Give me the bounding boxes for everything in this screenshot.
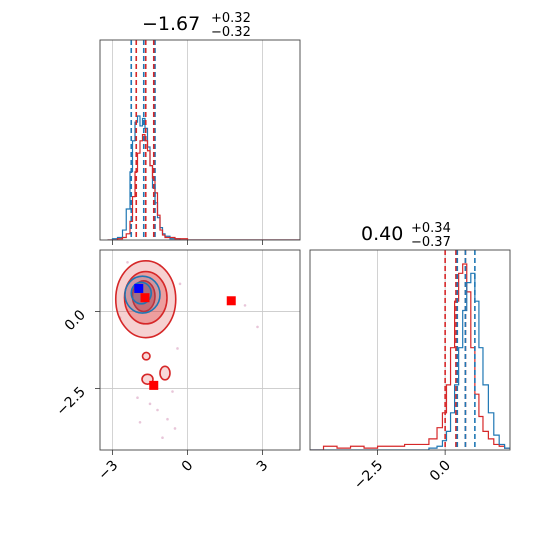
sample-point [148, 402, 152, 406]
sample-point [171, 390, 174, 393]
x-ticks: −2.5 0.0 [351, 450, 454, 493]
tick-label: −2.5 [351, 458, 386, 493]
sample-point [173, 427, 177, 430]
sample-point [178, 282, 182, 286]
truth-markers [134, 283, 236, 390]
tick-label: 0 [179, 458, 197, 476]
title-plus-error: +0.32 [211, 11, 251, 26]
quantile-lines [444, 250, 476, 450]
axes-frame [99, 249, 301, 451]
joint-contour-plot: −3 0 3 0.0 −2.5 [53, 249, 301, 483]
histogram-line [310, 263, 510, 450]
truth-marker [226, 296, 236, 306]
grid [377, 250, 446, 450]
quantile-lines [130, 40, 156, 240]
histogram-line [107, 134, 300, 240]
histogram-line [310, 272, 510, 450]
title-minus-error: −0.37 [411, 235, 451, 250]
histogram-series [310, 263, 510, 450]
x-ticks [112, 240, 263, 245]
truth-marker [134, 283, 144, 293]
axes-frame [309, 249, 511, 451]
tick-label: −3 [95, 458, 121, 484]
sample-point [138, 421, 142, 424]
grid [112, 40, 263, 240]
title-plus-error: +0.34 [411, 221, 451, 236]
marginal-histogram-param1: −1.67 +0.32 −0.32 [99, 11, 301, 245]
title-minus-error: −0.32 [211, 25, 251, 40]
axes-frame [99, 39, 301, 241]
sample-point [166, 417, 169, 421]
truth-marker [140, 293, 150, 303]
contour-level [141, 351, 151, 361]
sample-point [176, 347, 179, 350]
sample-point [156, 408, 159, 412]
sample-point [243, 304, 247, 307]
sample-point [161, 436, 164, 439]
sample-point [256, 325, 259, 329]
sample-point [136, 396, 139, 399]
axis-ticks: −3 0 3 0.0 −2.5 [53, 307, 271, 483]
marginal-histogram-param2: −2.5 0.0 0.40 +0.34 −0.37 [309, 221, 511, 493]
truth-marker [149, 380, 159, 390]
tick-label: −2.5 [53, 384, 88, 419]
title-value: 0.40 [361, 223, 403, 245]
tick-label: 0.0 [62, 307, 89, 334]
title-value: −1.67 [142, 13, 200, 35]
tick-label: 0.0 [427, 458, 454, 485]
sample-point [126, 261, 129, 264]
contour-level [159, 365, 171, 381]
tick-label: 3 [254, 458, 272, 476]
grid [100, 250, 300, 450]
contour-levels [114, 259, 177, 385]
